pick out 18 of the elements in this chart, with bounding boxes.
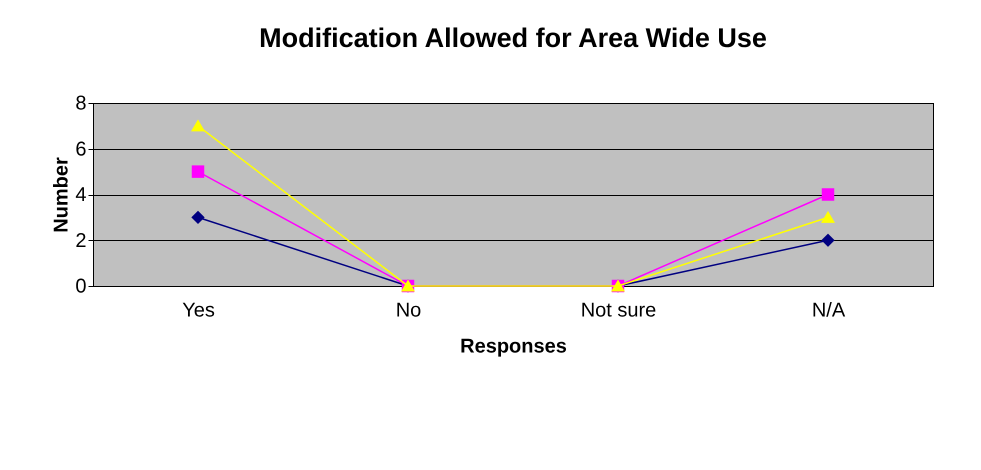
y-tick-label: 4	[75, 184, 86, 206]
x-tick-label: N/A	[812, 300, 846, 322]
x-tick-label: No	[396, 300, 422, 322]
x-axis-title: Responses	[460, 336, 567, 358]
point	[192, 120, 204, 132]
point	[822, 188, 834, 201]
y-axis-title: Number	[50, 157, 72, 233]
point	[192, 165, 204, 178]
chart-title: Modification Allowed for Area Wide Use	[259, 23, 767, 53]
point	[192, 211, 204, 224]
y-tick-label: 6	[75, 138, 86, 160]
y-tick-label: 0	[75, 276, 86, 298]
point	[822, 212, 834, 223]
x-tick-label: Not sure	[580, 300, 656, 322]
point	[822, 234, 834, 246]
y-tick-label: 8	[75, 92, 86, 114]
x-tick-label: Yes	[182, 300, 215, 322]
y-tick-label: 2	[75, 230, 86, 252]
